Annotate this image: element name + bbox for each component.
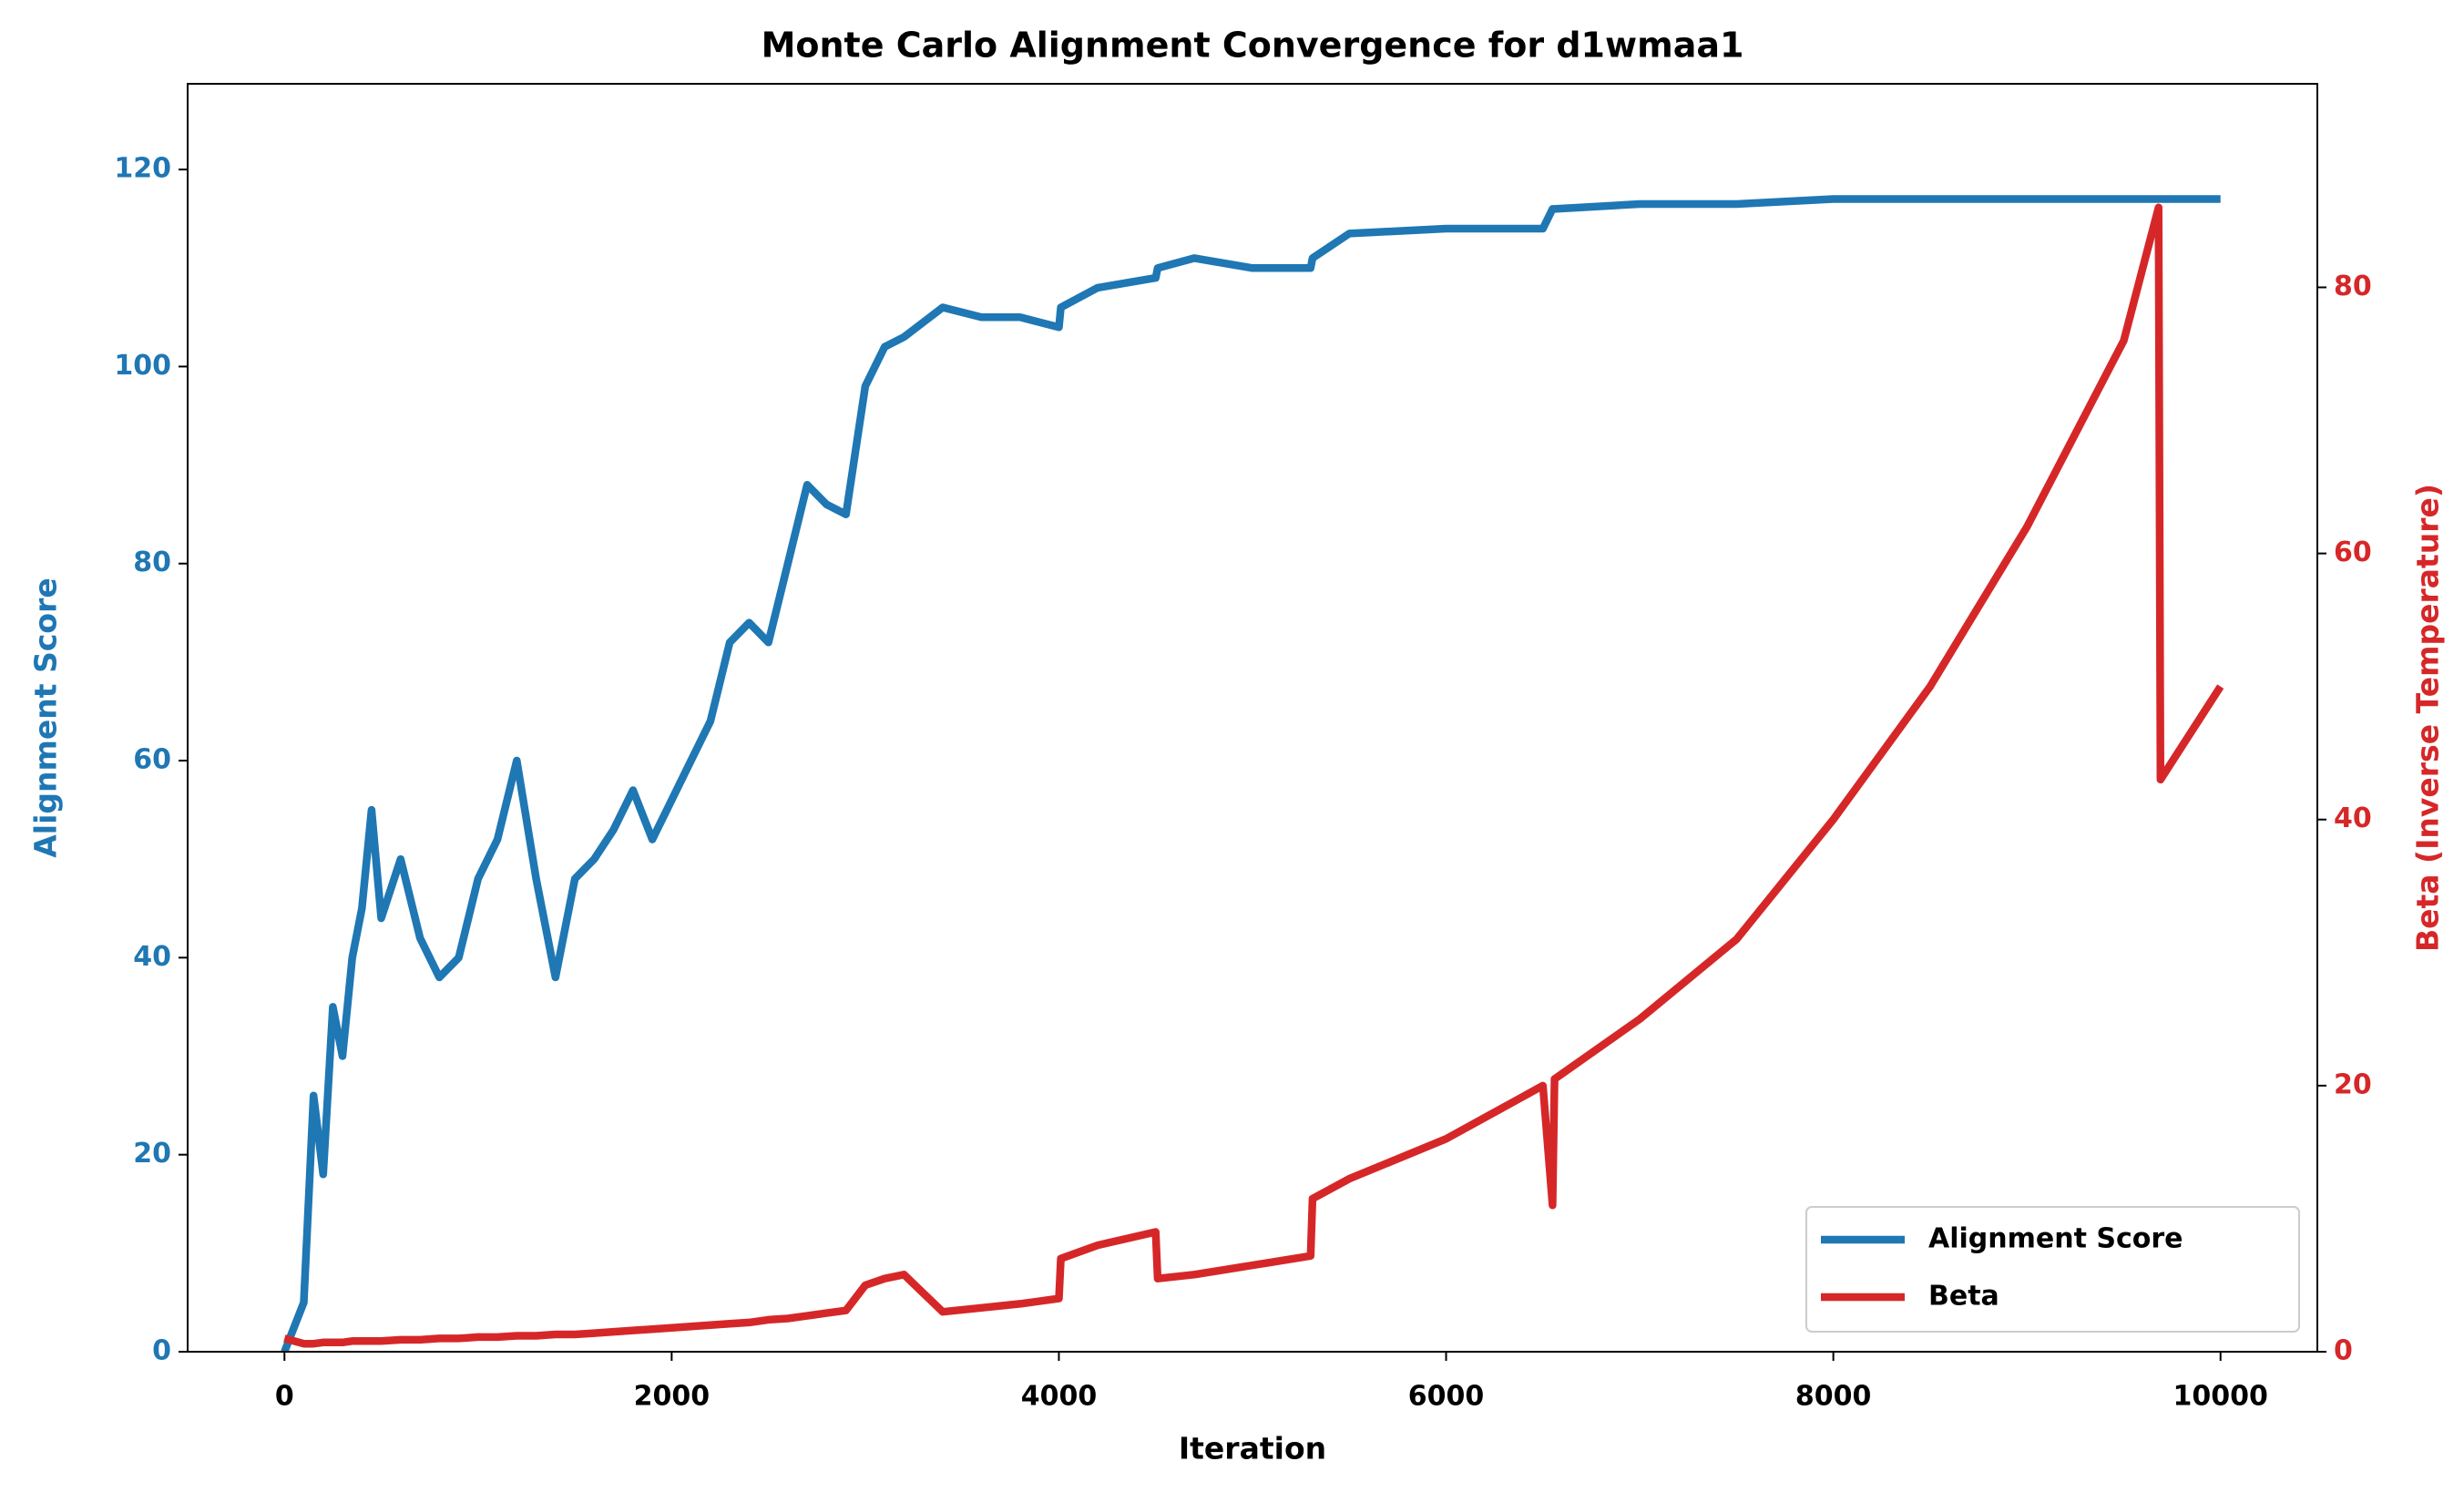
chart-title: Monte Carlo Alignment Convergence for d1… bbox=[762, 26, 1744, 66]
y-axis-label: Alignment Score bbox=[28, 577, 64, 857]
x-tick-label: 10000 bbox=[2173, 1381, 2268, 1413]
x-tick-label: 0 bbox=[275, 1381, 294, 1413]
series-line bbox=[281, 195, 2221, 1354]
x-axis-label: Iteration bbox=[1179, 1431, 1326, 1466]
legend-label: Beta bbox=[1928, 1281, 1999, 1313]
x-tick-label: 6000 bbox=[1408, 1381, 1485, 1413]
y2-tick-label: 40 bbox=[2334, 802, 2372, 834]
plot-frame bbox=[187, 83, 2318, 1353]
y-tick-label: 80 bbox=[133, 547, 171, 578]
x-tick-label: 2000 bbox=[634, 1381, 711, 1413]
y2-tick-label: 0 bbox=[2334, 1335, 2353, 1367]
y-tick-label: 40 bbox=[133, 941, 171, 973]
y2-tick-label: 20 bbox=[2334, 1068, 2372, 1100]
y2-axis-label: Beta (Inverse Temperature) bbox=[2410, 484, 2446, 952]
y2-tick-label: 80 bbox=[2334, 271, 2372, 302]
y2-tick-label: 60 bbox=[2334, 537, 2372, 568]
y-tick-label: 0 bbox=[152, 1335, 171, 1367]
y-tick-label: 60 bbox=[133, 744, 171, 776]
x-tick-label: 8000 bbox=[1795, 1381, 1872, 1413]
x-tick-label: 4000 bbox=[1021, 1381, 1098, 1413]
y-tick-label: 120 bbox=[114, 153, 171, 185]
y-tick-label: 100 bbox=[114, 350, 171, 382]
legend-label: Alignment Score bbox=[1928, 1223, 2183, 1255]
legend-box bbox=[1805, 1206, 2300, 1333]
y-tick-label: 20 bbox=[133, 1138, 171, 1170]
series-line bbox=[283, 203, 2224, 1348]
